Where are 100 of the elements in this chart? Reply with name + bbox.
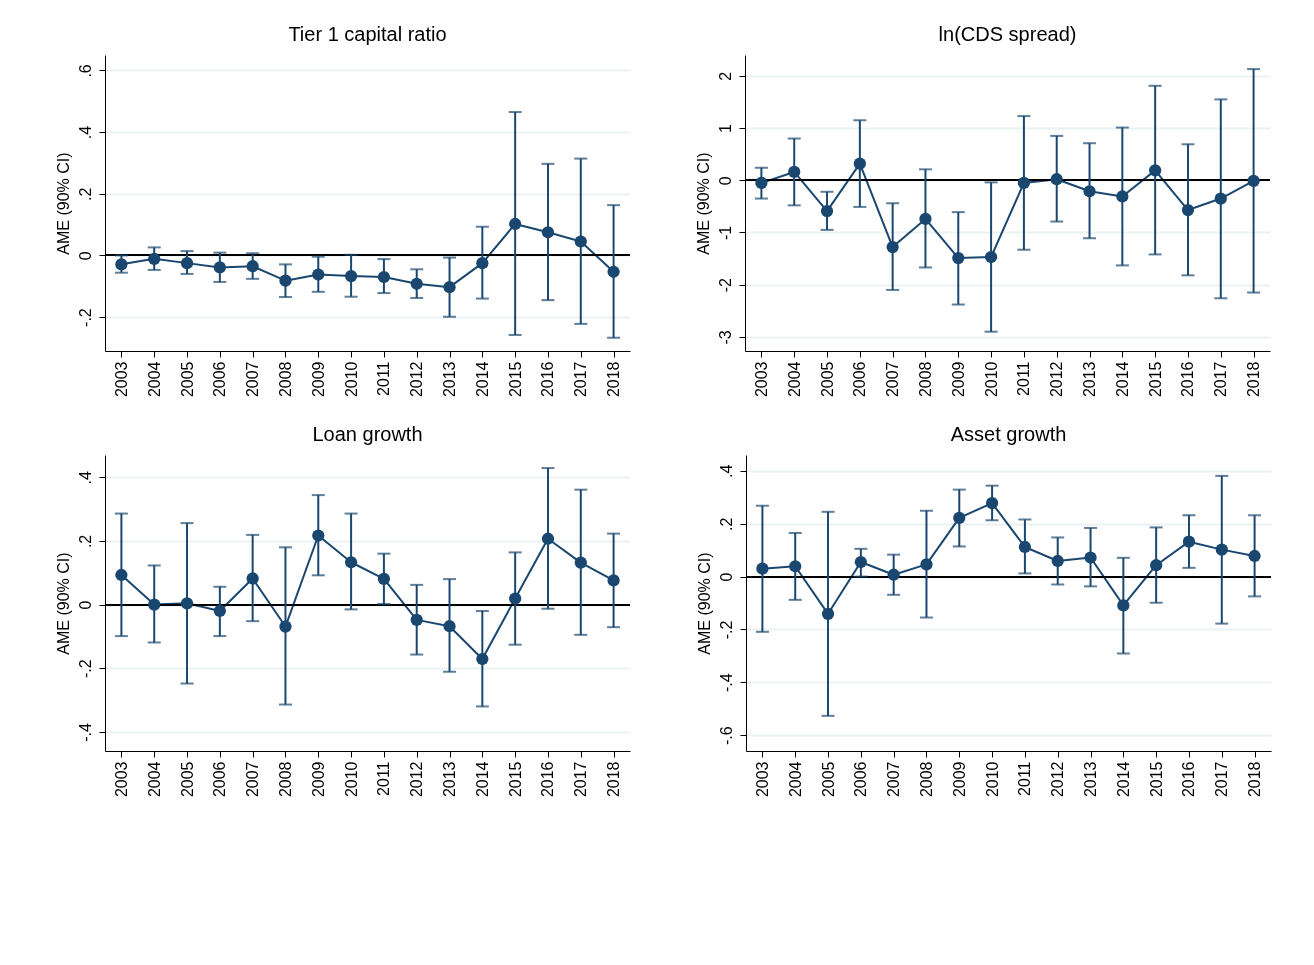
point <box>115 258 128 271</box>
point <box>1181 203 1195 217</box>
x-tick-label: 2012 <box>1049 761 1067 798</box>
x-tick-label: 2003 <box>752 361 770 398</box>
x-tick-label: 2003 <box>112 361 130 398</box>
x-tick-label: 2009 <box>949 361 967 398</box>
x-tick-label: 2009 <box>309 361 327 398</box>
x-tick-label: 2003 <box>112 761 130 798</box>
x-tick-label: 2013 <box>1082 761 1100 798</box>
point <box>607 574 620 587</box>
y-tick-label: 0 <box>716 176 734 186</box>
point <box>1150 559 1163 572</box>
point <box>755 176 768 190</box>
x-tick-label: 2004 <box>785 361 803 398</box>
y-tick-label: 0 <box>717 572 735 582</box>
x-tick-label: 2011 <box>375 761 393 796</box>
point <box>213 604 226 618</box>
y-tick-label: -1 <box>716 225 734 241</box>
x-tick-label: 2017 <box>572 361 590 398</box>
x-tick-label: 2008 <box>276 361 294 398</box>
point <box>115 568 128 582</box>
point <box>213 261 226 274</box>
y-tick-label: .4 <box>76 125 94 140</box>
x-tick-label: 2013 <box>1081 361 1099 398</box>
point <box>1182 535 1196 548</box>
point <box>476 652 489 666</box>
y-tick-label: 1 <box>716 124 734 134</box>
chart-title: ln(CDS spread) <box>938 23 1077 45</box>
point <box>919 212 932 226</box>
point <box>789 560 802 573</box>
point <box>952 251 965 265</box>
point <box>574 235 587 248</box>
point <box>377 270 391 284</box>
x-tick-label: 2004 <box>145 761 163 798</box>
x-tick-label: 2005 <box>818 361 836 398</box>
y-tick-label: -.4 <box>76 722 94 742</box>
y-tick-label: -.2 <box>76 308 94 327</box>
y-tick-label: .2 <box>76 187 94 201</box>
x-tick-label: 2003 <box>753 761 771 798</box>
x-tick-label: 2011 <box>1015 361 1033 396</box>
x-tick-label: 2015 <box>506 761 524 798</box>
point <box>920 558 933 571</box>
y-tick-label: .2 <box>76 534 94 549</box>
x-tick-label: 2005 <box>178 761 196 798</box>
point <box>820 204 834 218</box>
y-axis-title: AME (90% CI) <box>695 552 713 655</box>
x-tick-label: 2010 <box>342 761 360 798</box>
point <box>821 607 835 620</box>
point <box>953 511 966 525</box>
x-tick-label: 2016 <box>1180 761 1198 798</box>
point <box>344 269 358 283</box>
point <box>509 217 522 231</box>
x-tick-label: 2007 <box>244 361 262 398</box>
point <box>1018 540 1032 554</box>
x-tick-label: 2010 <box>982 361 1000 398</box>
y-axis-title: AME (90% CI) <box>694 152 712 255</box>
x-tick-label: 2018 <box>1245 361 1263 398</box>
point <box>246 260 259 273</box>
point <box>574 556 587 569</box>
x-tick-label: 2010 <box>342 361 360 398</box>
x-tick-label: 2017 <box>1212 361 1230 398</box>
y-tick-label: -3 <box>716 330 734 345</box>
x-tick-label: 2006 <box>851 361 869 398</box>
chart-title: Asset growth <box>950 423 1067 445</box>
x-tick-label: 2004 <box>786 761 804 798</box>
point <box>509 592 522 605</box>
x-tick-label: 2018 <box>605 761 623 798</box>
x-tick-label: 2017 <box>1213 761 1231 798</box>
x-tick-label: 2015 <box>1147 761 1165 798</box>
point <box>1083 185 1096 198</box>
x-tick-label: 2008 <box>276 761 294 798</box>
x-tick-label: 2012 <box>1048 361 1066 398</box>
x-tick-label: 2009 <box>309 761 327 798</box>
point <box>476 257 489 270</box>
point <box>854 555 867 569</box>
point <box>1084 551 1097 564</box>
x-tick-label: 2006 <box>211 361 229 398</box>
x-tick-label: 2018 <box>605 361 623 398</box>
point <box>180 597 194 610</box>
x-tick-label: 2011 <box>375 361 393 396</box>
point <box>279 620 292 633</box>
x-tick-label: 2005 <box>178 361 196 398</box>
x-tick-label: 2016 <box>539 761 557 798</box>
point <box>788 165 801 179</box>
point <box>1215 543 1228 556</box>
y-tick-label: .6 <box>76 64 94 78</box>
y-tick-label: .4 <box>717 464 735 479</box>
y-tick-label: -.2 <box>76 659 94 679</box>
point <box>607 265 620 278</box>
x-tick-label: 2011 <box>1016 761 1034 796</box>
point <box>1051 554 1064 568</box>
x-tick-label: 2017 <box>572 761 590 798</box>
point <box>1116 190 1129 203</box>
point <box>1214 192 1227 205</box>
x-tick-label: 2008 <box>916 361 934 398</box>
chart-title: Loan growth <box>312 423 423 445</box>
x-tick-label: 2012 <box>408 761 426 798</box>
x-tick-label: 2014 <box>1114 761 1132 798</box>
point <box>246 572 259 585</box>
x-tick-label: 2013 <box>441 361 459 398</box>
